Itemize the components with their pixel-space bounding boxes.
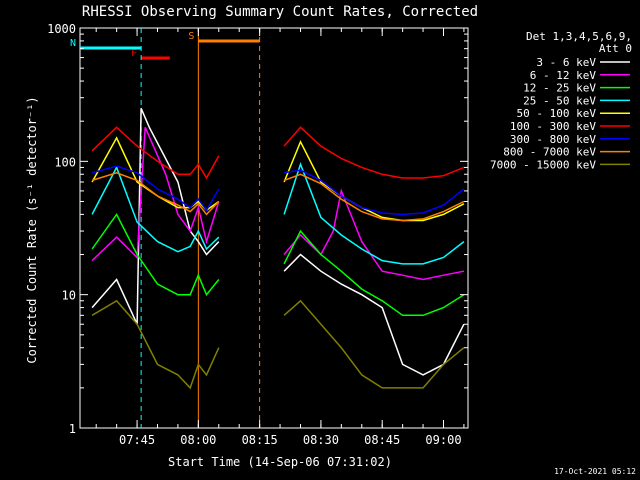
series-line [91, 126, 220, 180]
legend-label: 50 - 100 keV [517, 107, 597, 120]
legend-label: 6 - 12 keV [530, 69, 597, 82]
series-line [283, 299, 465, 389]
x-axis-label: Start Time (14-Sep-06 07:31:02) [168, 455, 392, 469]
series-line [283, 139, 465, 222]
series-line [91, 299, 220, 390]
legend-label: 3 - 6 keV [536, 56, 596, 69]
footer-date: 17-Oct-2021 05:12 [554, 467, 636, 476]
y-tick-label: 10 [62, 289, 76, 303]
series-line [91, 212, 220, 297]
y-tick-label: 1000 [47, 22, 76, 36]
legend-label: 25 - 50 keV [523, 94, 596, 107]
chart-title: RHESSI Observing Summary Count Rates, Co… [82, 4, 478, 20]
x-tick-label: 09:00 [425, 433, 461, 447]
x-tick-label: 07:45 [119, 433, 155, 447]
annotation-label: N [70, 38, 76, 49]
legend-label: 100 - 300 keV [510, 120, 596, 133]
series-line [91, 165, 220, 253]
x-tick-label: 08:30 [303, 433, 339, 447]
series-line [283, 162, 465, 265]
legend-label: 7000 - 15000 keV [490, 158, 596, 171]
series-line [283, 173, 465, 222]
legend-label: 12 - 25 keV [523, 82, 596, 95]
y-tick-label: 100 [54, 155, 76, 169]
series-line [283, 253, 465, 376]
legend-label: 300 - 800 keV [510, 133, 596, 146]
series-line [283, 126, 465, 179]
y-tick-label: 1 [69, 422, 76, 436]
series-line [91, 127, 220, 262]
x-tick-label: 08:45 [364, 433, 400, 447]
annotation-label: S [188, 31, 194, 42]
series-line [91, 165, 220, 212]
series-line [283, 169, 465, 216]
x-tick-label: 08:15 [242, 433, 278, 447]
series-line [283, 188, 465, 281]
annotation-label: F [131, 48, 137, 59]
x-tick-label: 08:00 [180, 433, 216, 447]
series-line [91, 108, 220, 325]
plot-frame [79, 27, 469, 429]
y-axis-label: Corrected Count Rate (s⁻¹ detector⁻¹) [25, 96, 39, 363]
series-line [91, 172, 220, 216]
series-line [283, 229, 465, 317]
legend-label: 800 - 7000 keV [503, 146, 596, 159]
legend-title: Det 1,3,4,5,6,9, [526, 30, 632, 43]
legend-subtitle: Att 0 [599, 42, 632, 55]
